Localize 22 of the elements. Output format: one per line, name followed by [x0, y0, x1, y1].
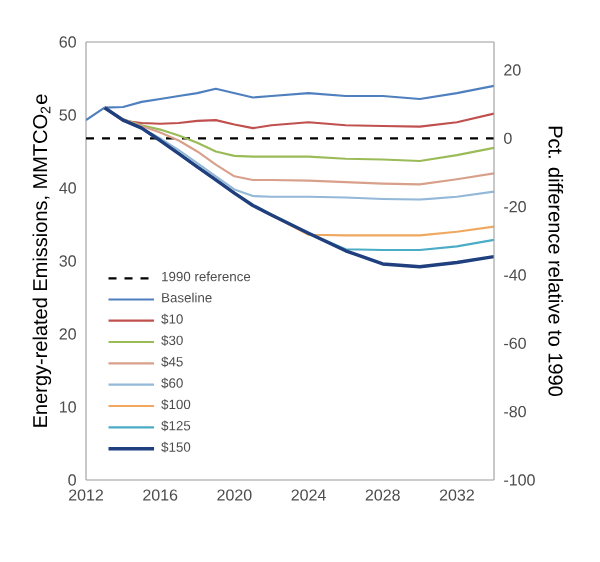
y-axis-title: Energy-related Emissions, MMTCO$_{2}$e — [32, 94, 52, 427]
x-tick-label: 2024 — [291, 489, 326, 501]
x-tick-label: 2012 — [69, 489, 104, 501]
y2-tick-label: -100 — [504, 474, 535, 486]
y2-tick-label: 0 — [504, 132, 512, 144]
y-tick-label: 50 — [59, 109, 76, 121]
y-tick-label: 40 — [59, 182, 76, 194]
y-tick-label: 20 — [59, 328, 76, 340]
y2-tick-label: 20 — [504, 64, 521, 76]
x-tick-label: 2020 — [217, 489, 252, 501]
y-tick-label: 10 — [60, 401, 76, 413]
y2-tick-label: -60 — [504, 337, 526, 349]
y2-tick-label: -40 — [504, 269, 526, 281]
y-tick-label: 60 — [59, 36, 76, 48]
y2-tick-label: -20 — [504, 201, 526, 213]
y2-axis-title: Pct. difference relative to 1990 — [548, 126, 564, 396]
x-tick-label: 2032 — [439, 489, 474, 501]
y-tick-label: 30 — [59, 255, 76, 267]
y-tick-label: 0 — [68, 474, 76, 486]
y2-tick-label: -80 — [504, 405, 526, 418]
x-tick-label: 2016 — [143, 489, 178, 501]
x-tick-label: 2028 — [365, 489, 400, 501]
